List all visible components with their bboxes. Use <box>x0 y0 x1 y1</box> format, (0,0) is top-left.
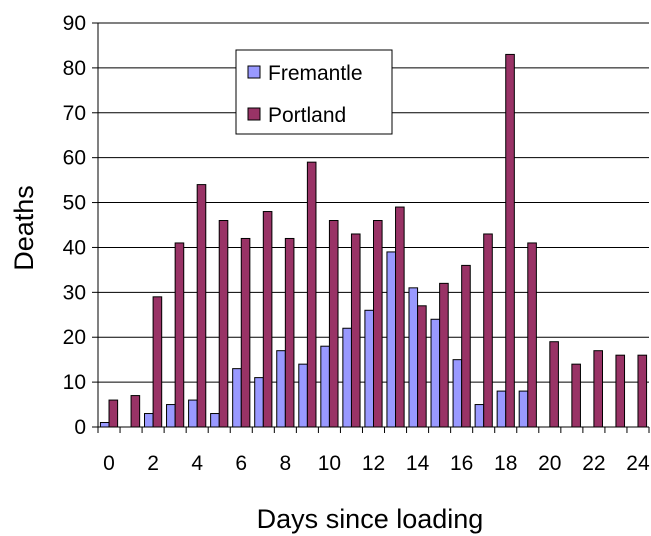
x-axis-title: Days since loading <box>257 504 484 534</box>
legend-swatch-fremantle <box>247 65 261 79</box>
y-tick-labels: 0 10 20 30 40 50 60 70 80 90 <box>63 12 86 439</box>
x-tick-labels: 0 2 4 6 8 10 12 14 16 18 20 22 24 <box>103 452 650 475</box>
bar-portland <box>417 305 427 428</box>
bar-fremantle <box>342 327 352 428</box>
bar-fremantle <box>430 318 441 428</box>
x-tick-label: 6 <box>235 452 247 475</box>
x-tick-label: 4 <box>191 452 203 475</box>
bar-portland <box>527 242 537 428</box>
bar-portland <box>328 220 339 428</box>
bar-portland <box>174 242 185 428</box>
bar-portland <box>108 399 119 428</box>
bar-portland <box>130 395 141 428</box>
y-tick-label: 70 <box>63 102 86 125</box>
bar-fremantle <box>210 413 220 428</box>
bar-portland <box>439 282 449 428</box>
bar-fremantle <box>364 309 374 428</box>
bars <box>99 53 648 428</box>
gridlines <box>98 22 649 383</box>
bar-portland <box>483 233 493 428</box>
x-tick-label: 22 <box>582 452 605 475</box>
bar-fremantle <box>320 345 330 428</box>
legend-label-portland: Portland <box>268 104 346 127</box>
bar-portland <box>373 220 383 428</box>
bar-portland <box>218 220 229 428</box>
bar-portland <box>350 233 361 428</box>
bar-portland <box>549 341 559 428</box>
bar-fremantle <box>254 377 264 428</box>
x-tick-label: 12 <box>362 452 385 475</box>
y-tick-label: 60 <box>63 147 86 170</box>
bar-portland <box>637 354 648 428</box>
axes <box>92 22 650 433</box>
bar-portland <box>240 237 251 428</box>
x-tick-label: 8 <box>279 452 291 475</box>
bar-fremantle <box>232 368 242 428</box>
bar-fremantle <box>99 422 110 428</box>
bar-portland <box>615 354 626 428</box>
y-axis-title: Deaths <box>9 185 39 271</box>
bar-portland <box>395 206 405 428</box>
y-tick-label: 50 <box>63 192 86 215</box>
x-tick-label: 10 <box>318 452 341 475</box>
bar-portland <box>284 237 295 428</box>
bar-fremantle <box>408 287 419 428</box>
x-tick-label: 20 <box>538 452 561 475</box>
x-tick-label: 18 <box>494 452 517 475</box>
y-tick-label: 20 <box>63 326 86 349</box>
bar-fremantle <box>166 404 176 428</box>
bar-portland <box>571 363 581 428</box>
x-tick-label: 2 <box>147 452 159 475</box>
x-tick-label: 16 <box>450 452 473 475</box>
bar-portland <box>505 53 515 428</box>
bar-fremantle <box>386 251 397 428</box>
bar-portland <box>196 184 207 428</box>
y-tick-label: 10 <box>63 371 86 394</box>
bar-portland <box>152 296 163 428</box>
legend: Fremantle Portland <box>235 49 393 135</box>
bar-portland <box>593 350 603 428</box>
x-tick-label: 0 <box>103 452 115 475</box>
bar-portland <box>262 211 273 428</box>
legend-box <box>235 49 393 135</box>
x-tick-label: 24 <box>626 452 650 475</box>
bar-fremantle <box>298 363 308 428</box>
bar-fremantle <box>496 390 507 428</box>
bar-portland <box>306 161 317 428</box>
bar-fremantle <box>144 413 154 428</box>
y-tick-label: 0 <box>74 416 86 439</box>
legend-label-fremantle: Fremantle <box>268 62 363 85</box>
bar-fremantle <box>452 359 463 428</box>
bar-fremantle <box>188 399 198 428</box>
bar-fremantle <box>518 390 529 428</box>
y-tick-label: 80 <box>63 57 86 80</box>
legend-swatch-portland <box>247 107 261 121</box>
y-tick-label: 40 <box>63 236 86 259</box>
bar-fremantle <box>474 404 485 428</box>
bar-portland <box>461 264 471 428</box>
y-tick-label: 30 <box>63 281 86 304</box>
bar-fremantle <box>276 350 286 428</box>
x-tick-label: 14 <box>406 452 430 475</box>
y-tick-label: 90 <box>63 12 86 35</box>
